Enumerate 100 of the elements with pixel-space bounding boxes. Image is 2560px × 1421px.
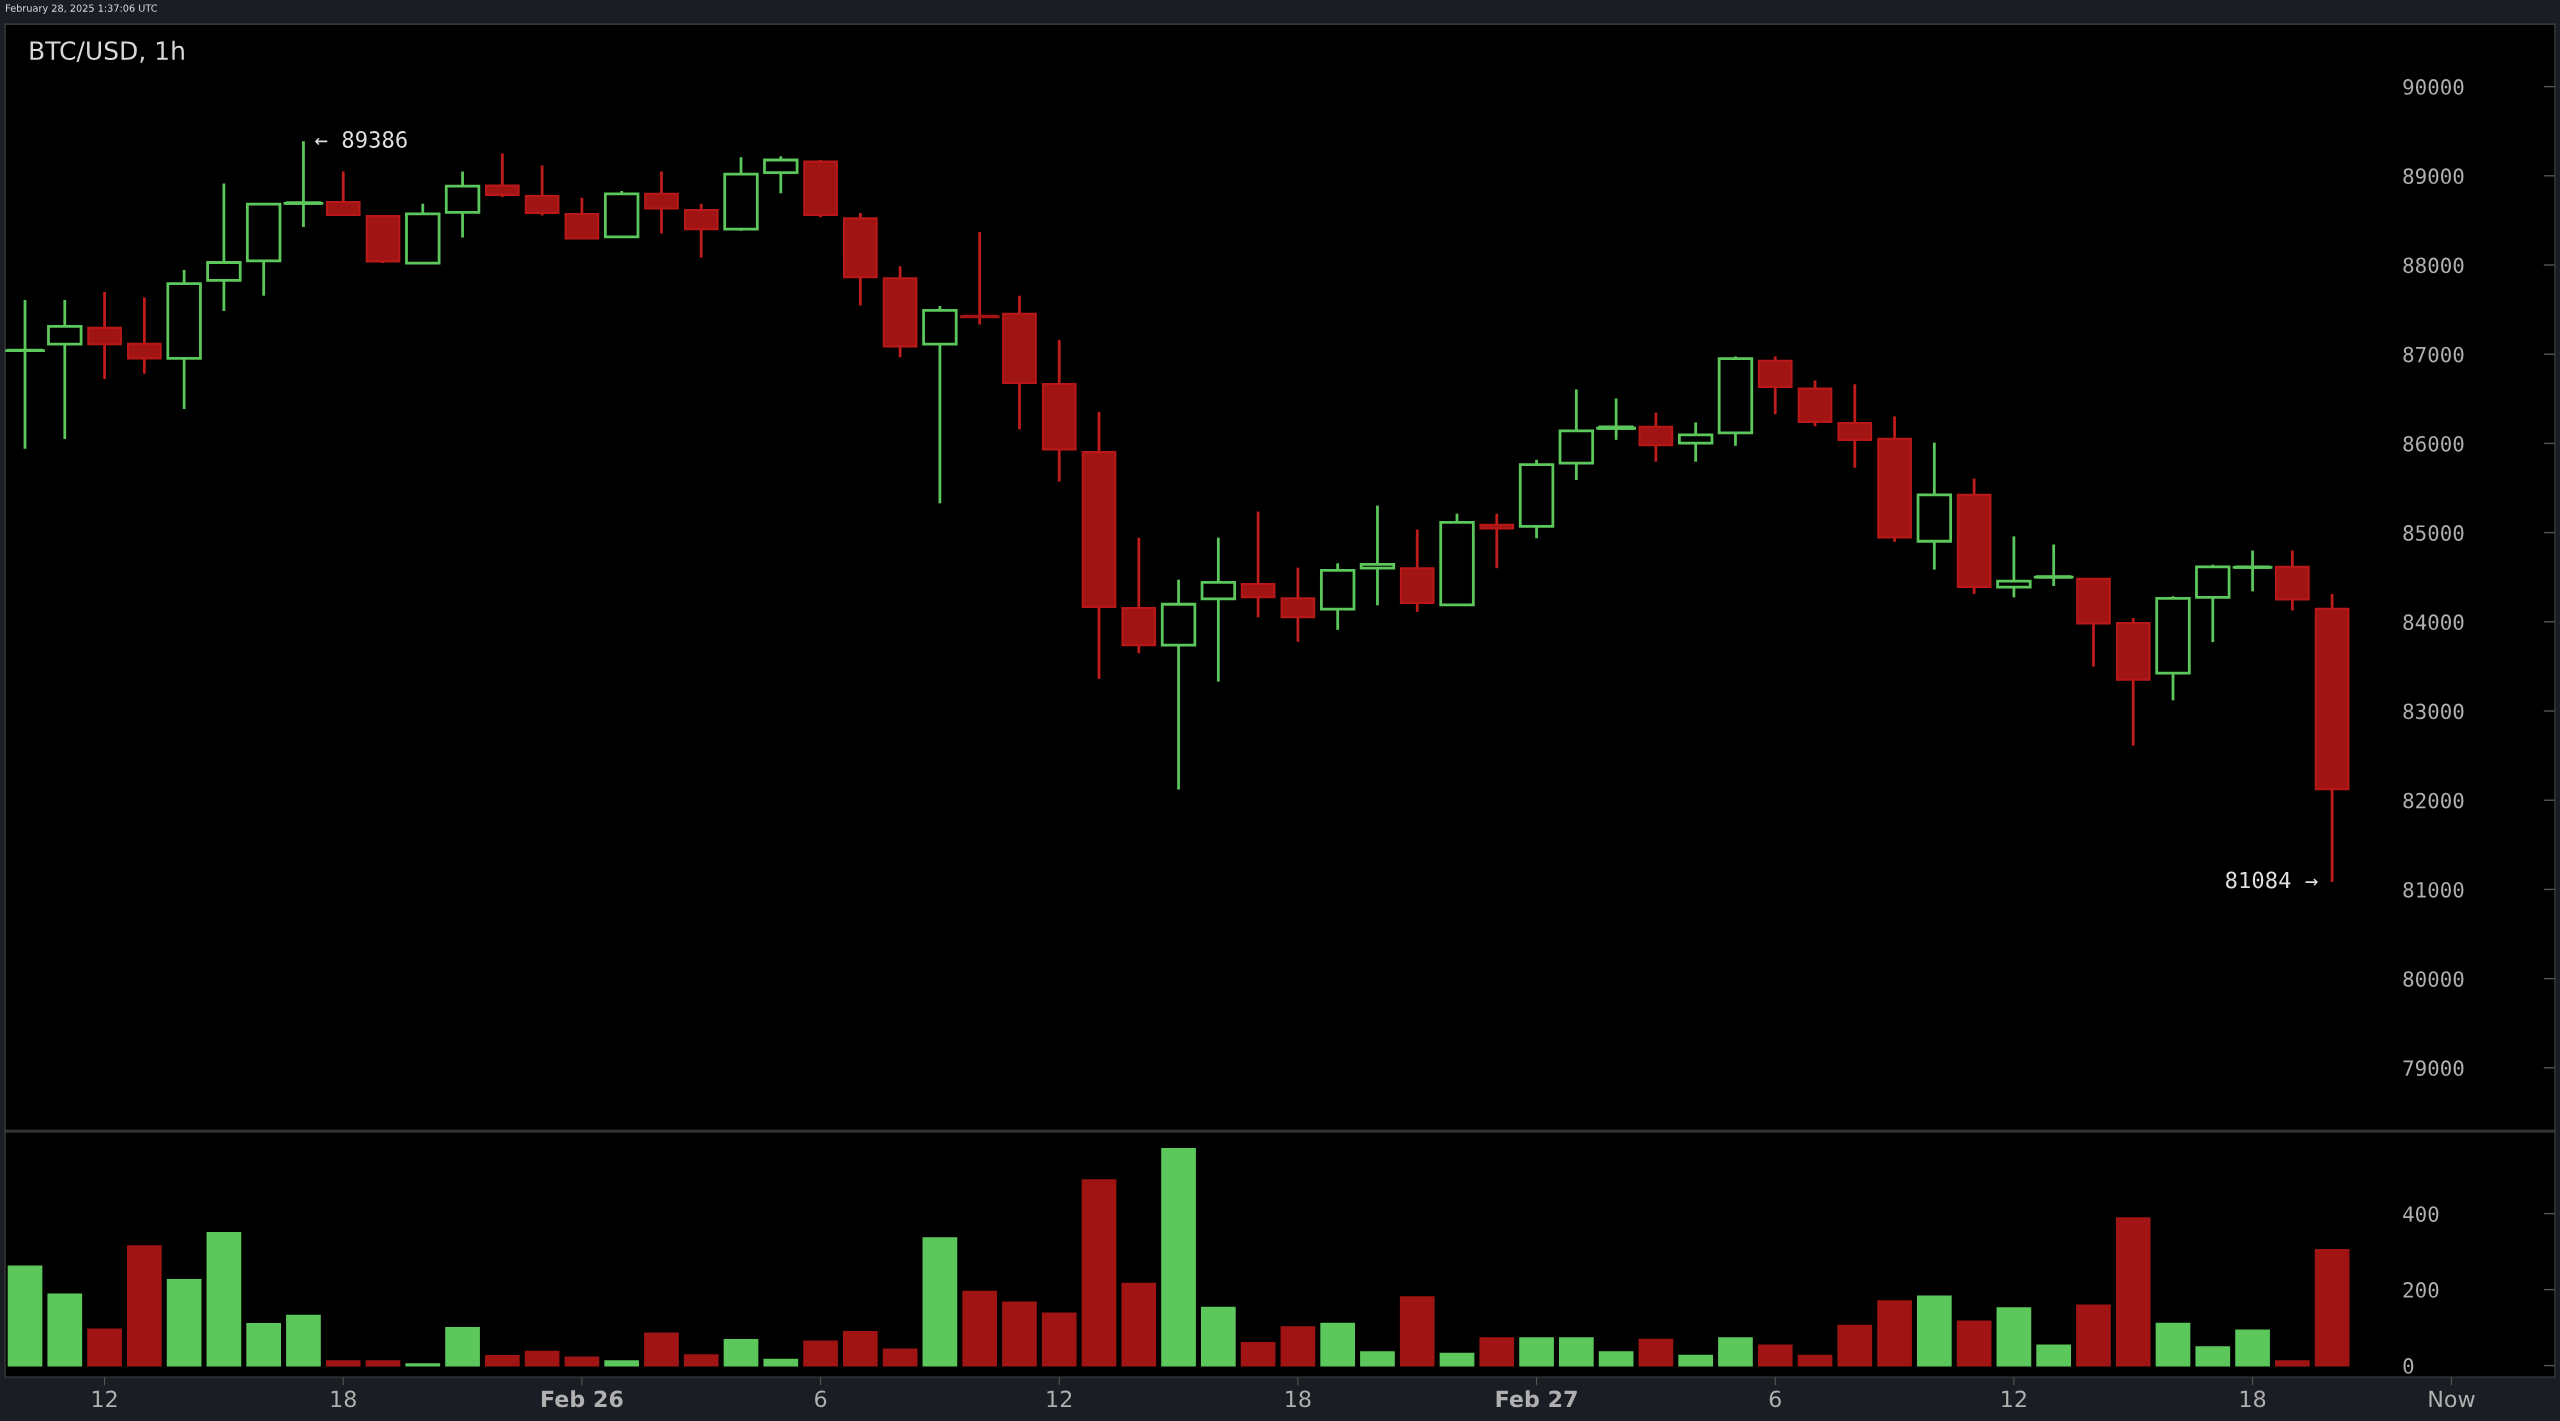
bar [2115, 1217, 2151, 1367]
bar [445, 1326, 480, 1367]
x-tick-label: 18 [331, 1390, 356, 1408]
bar [962, 1290, 998, 1367]
candlestick [882, 264, 918, 359]
x-tick-label: 18 [2240, 1390, 2266, 1408]
bar [644, 1332, 679, 1367]
x-tick-label: 6 [1769, 1390, 1781, 1408]
bar [2076, 1304, 2111, 1367]
bar [1718, 1337, 1753, 1367]
candlestick [87, 290, 122, 381]
text: February 28, 2025 1:37:06 UTC [6, 4, 157, 14]
candlestick [1677, 421, 1714, 464]
bar [842, 1331, 878, 1367]
bar [882, 1348, 918, 1367]
x-tick-label: 6 [815, 1390, 827, 1408]
bar [1399, 1296, 1435, 1367]
candlestick [1359, 504, 1396, 607]
bar [2235, 1329, 2270, 1367]
y-tick-label: 81000 [2403, 881, 2464, 898]
y-tick-label: 82000 [2403, 792, 2464, 809]
candlestick [126, 295, 162, 376]
bar [1996, 1307, 2032, 1367]
bar [1002, 1301, 1037, 1367]
bar [286, 1314, 321, 1367]
candlestick [2275, 549, 2310, 612]
candlestick [1280, 566, 1316, 644]
y-tick-label: 85000 [2403, 525, 2464, 541]
candlestick [1319, 561, 1356, 632]
y-tick-label: 0 [2403, 1358, 2414, 1374]
candlestick [1916, 441, 1953, 571]
candlestick [1121, 536, 1157, 655]
bar [1121, 1282, 1157, 1367]
candlestick [166, 268, 202, 411]
y-tick-label: 88000 [2403, 257, 2464, 274]
bar [1041, 1312, 1077, 1367]
candlestick [1200, 536, 1237, 683]
bar [2275, 1360, 2310, 1367]
bar [1917, 1295, 1952, 1367]
bar [524, 1350, 560, 1367]
bar [365, 1360, 401, 1367]
bar [2314, 1249, 2350, 1367]
candlestick [1757, 355, 1793, 416]
bar [922, 1237, 958, 1367]
candlestick [1160, 578, 1197, 791]
candlestick [1956, 477, 1992, 596]
annotation: ← 89386 [315, 131, 407, 148]
x-tick-label: Feb 26 [541, 1390, 623, 1408]
bar [723, 1339, 759, 1367]
bar [1280, 1326, 1316, 1367]
bar [1320, 1322, 1356, 1367]
x-tick-label: Feb 27 [1496, 1390, 1577, 1408]
y-tick-label: 200 [2403, 1282, 2439, 1298]
bar [87, 1328, 122, 1367]
y-tick-label: 90000 [2403, 79, 2464, 95]
bar [166, 1279, 202, 1367]
y-tick-label: 80000 [2403, 971, 2464, 987]
bar [1877, 1300, 1912, 1367]
candlestick [1399, 528, 1435, 614]
candlestick [1240, 510, 1276, 619]
bar [47, 1293, 83, 1367]
bar [1598, 1351, 1634, 1367]
bar [7, 1265, 43, 1367]
bar [484, 1355, 520, 1367]
bar [803, 1340, 838, 1367]
bar [1201, 1306, 1236, 1367]
bar [1638, 1338, 1674, 1367]
bar [1240, 1342, 1276, 1367]
y-tick-label: 87000 [2403, 346, 2464, 363]
y-tick-label: 89000 [2403, 168, 2464, 185]
bar [1479, 1337, 1515, 1367]
bar [564, 1356, 600, 1367]
x-tick-label: 12 [2002, 1390, 2026, 1408]
y-tick-label: 79000 [2403, 1060, 2464, 1077]
bar [1439, 1352, 1475, 1367]
candlestick [47, 298, 83, 441]
candlestick [1081, 410, 1117, 681]
bar [1519, 1337, 1554, 1367]
y-tick-label: 83000 [2403, 703, 2464, 720]
y-tick-label: 400 [2403, 1206, 2439, 1222]
bar [246, 1323, 282, 1367]
annotation: 81084 → [2226, 871, 2318, 889]
x-tick-label: 12 [1047, 1390, 1072, 1408]
bar [1956, 1320, 1992, 1367]
bar [1360, 1351, 1395, 1367]
bar [604, 1360, 640, 1367]
bar [126, 1245, 162, 1367]
candlestick [1877, 414, 1912, 544]
candlestick [206, 182, 242, 313]
candlestick [644, 170, 679, 235]
bar [1081, 1179, 1117, 1367]
candlestick [1558, 388, 1595, 482]
candlestick [1002, 294, 1037, 431]
bar [1161, 1148, 1196, 1367]
candlestick [1837, 382, 1873, 470]
bar [683, 1354, 719, 1367]
bar [763, 1358, 799, 1367]
bar [206, 1231, 242, 1367]
candlestick [1041, 338, 1077, 483]
bar [2195, 1346, 2231, 1367]
